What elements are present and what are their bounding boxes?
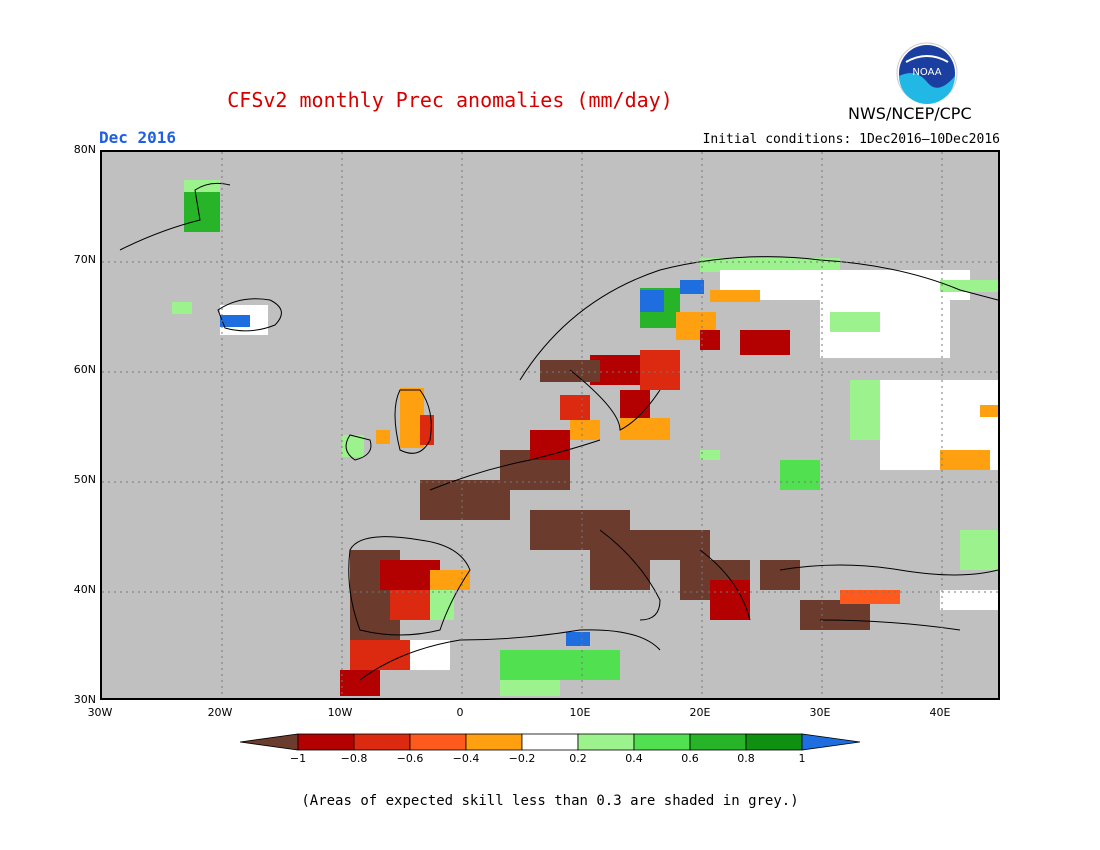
colorbar-tick: 0.8 [737,752,755,765]
anomaly-map [100,150,1000,700]
lon-label: 40E [929,706,951,719]
anomaly-cells [172,180,998,696]
agency-label: NWS/NCEP/CPC [848,104,972,123]
lat-label: 30N [73,693,96,706]
noaa-logo-text: NOAA [912,67,941,78]
noaa-logo: NOAA [896,42,958,104]
coastlines [119,182,998,681]
colorbar-tick: −0.6 [396,752,424,765]
colorbar-tick: 0.6 [681,752,699,765]
colorbar-tick: −0.2 [508,752,536,765]
skill-footnote: (Areas of expected skill less than 0.3 a… [301,793,799,809]
colorbar-tick: 0.4 [625,752,643,765]
graticule [102,152,998,698]
colorbar-tick: 0.2 [569,752,587,765]
lat-label: 60N [73,363,96,376]
lon-label: 10W [327,706,353,719]
lat-label: 70N [73,253,96,266]
lon-label: 20E [689,706,711,719]
lat-label: 40N [73,583,96,596]
initial-conditions: Initial conditions: 1Dec2016–10Dec2016 [702,132,1000,147]
lon-label: 30E [809,706,831,719]
map-canvas [102,152,998,698]
lon-label: 0 [456,706,464,719]
colorbar-tick: −0.4 [452,752,480,765]
forecast-month: Dec 2016 [99,128,177,147]
colorbar-tick: 1 [798,752,806,765]
lon-label: 20W [207,706,233,719]
lon-label: 30W [87,706,113,719]
lon-label: 10E [569,706,591,719]
colorbar-tick: −1 [289,752,307,765]
lat-label: 80N [73,143,96,156]
lat-label: 50N [73,473,96,486]
colorbar [240,733,861,751]
colorbar-arrow-low [240,733,299,751]
chart-title: CFSv2 monthly Prec anomalies (mm/day) [227,88,673,112]
colorbar-arrow-high [801,733,861,751]
colorbar-tick: −0.8 [340,752,368,765]
